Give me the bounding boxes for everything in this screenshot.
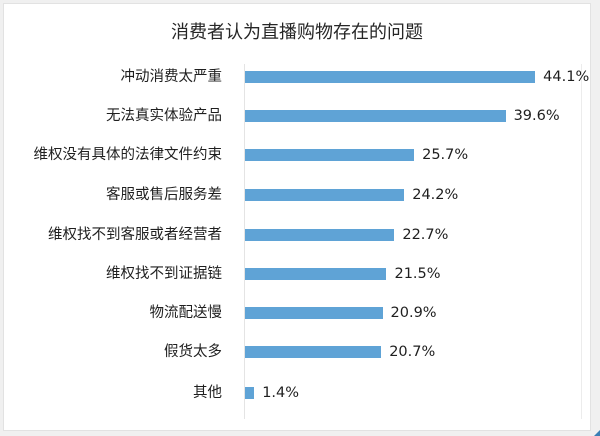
category-label: 物流配送慢 <box>149 305 223 321</box>
chart-frame: 消费者认为直播购物存在的问题 冲动消费太严重 44.1% 无法真实体验产品 39.6%… <box>3 3 591 431</box>
category-label: 维权找不到证据链 <box>106 266 222 282</box>
bar-row: 维权找不到客服或者经营者 22.7% <box>4 225 590 245</box>
bar-row: 物流配送慢 20.9% <box>4 303 590 323</box>
value-label: 1.4% <box>262 385 300 401</box>
bar <box>245 71 536 83</box>
value-label: 25.7% <box>422 147 469 163</box>
bar <box>245 229 395 241</box>
bar <box>245 307 383 319</box>
category-axis-line <box>244 64 245 419</box>
value-label: 39.6% <box>513 108 560 124</box>
category-label: 假货太多 <box>164 344 222 360</box>
bar-row: 冲动消费太严重 44.1% <box>4 67 590 87</box>
value-label: 20.9% <box>390 305 437 321</box>
resize-corner-icon <box>594 430 600 436</box>
category-label: 客服或售后服务差 <box>106 187 222 203</box>
value-label: 21.5% <box>394 266 441 282</box>
bar-row: 假货太多 20.7% <box>4 342 590 362</box>
plot-area-border <box>581 64 582 419</box>
bar-row: 维权没有具体的法律文件约束 25.7% <box>4 145 590 165</box>
value-label: 24.2% <box>412 187 459 203</box>
category-label: 维权没有具体的法律文件约束 <box>33 147 223 163</box>
bar <box>245 149 415 161</box>
bar <box>245 387 255 399</box>
bar <box>245 268 387 280</box>
category-label: 维权找不到客服或者经营者 <box>48 227 222 243</box>
value-label: 22.7% <box>402 227 449 243</box>
chart-title: 消费者认为直播购物存在的问题 <box>171 22 423 43</box>
value-label: 20.7% <box>389 344 436 360</box>
bar <box>245 110 506 122</box>
category-label: 无法真实体验产品 <box>106 108 222 124</box>
bar-row: 维权找不到证据链 21.5% <box>4 264 590 284</box>
bar-row: 客服或售后服务差 24.2% <box>4 185 590 205</box>
category-label: 冲动消费太严重 <box>120 69 223 85</box>
bar-row: 无法真实体验产品 39.6% <box>4 106 590 126</box>
bar <box>245 346 382 358</box>
bar <box>245 189 405 201</box>
category-label: 其他 <box>193 385 222 401</box>
bar-row: 其他 1.4% <box>4 383 590 403</box>
value-label: 44.1% <box>543 69 590 85</box>
